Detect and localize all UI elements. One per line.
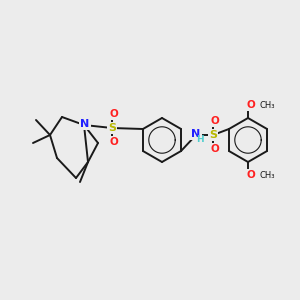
Text: O: O <box>211 116 219 126</box>
Text: O: O <box>110 109 118 119</box>
Text: CH₃: CH₃ <box>259 170 274 179</box>
Text: H: H <box>196 134 204 143</box>
Text: O: O <box>211 144 219 154</box>
Text: CH₃: CH₃ <box>259 100 274 109</box>
Text: S: S <box>209 130 217 140</box>
Text: S: S <box>108 123 116 133</box>
Text: N: N <box>191 129 201 139</box>
Text: O: O <box>247 170 255 180</box>
Text: O: O <box>110 137 118 147</box>
Text: N: N <box>80 119 90 129</box>
Text: O: O <box>247 100 255 110</box>
